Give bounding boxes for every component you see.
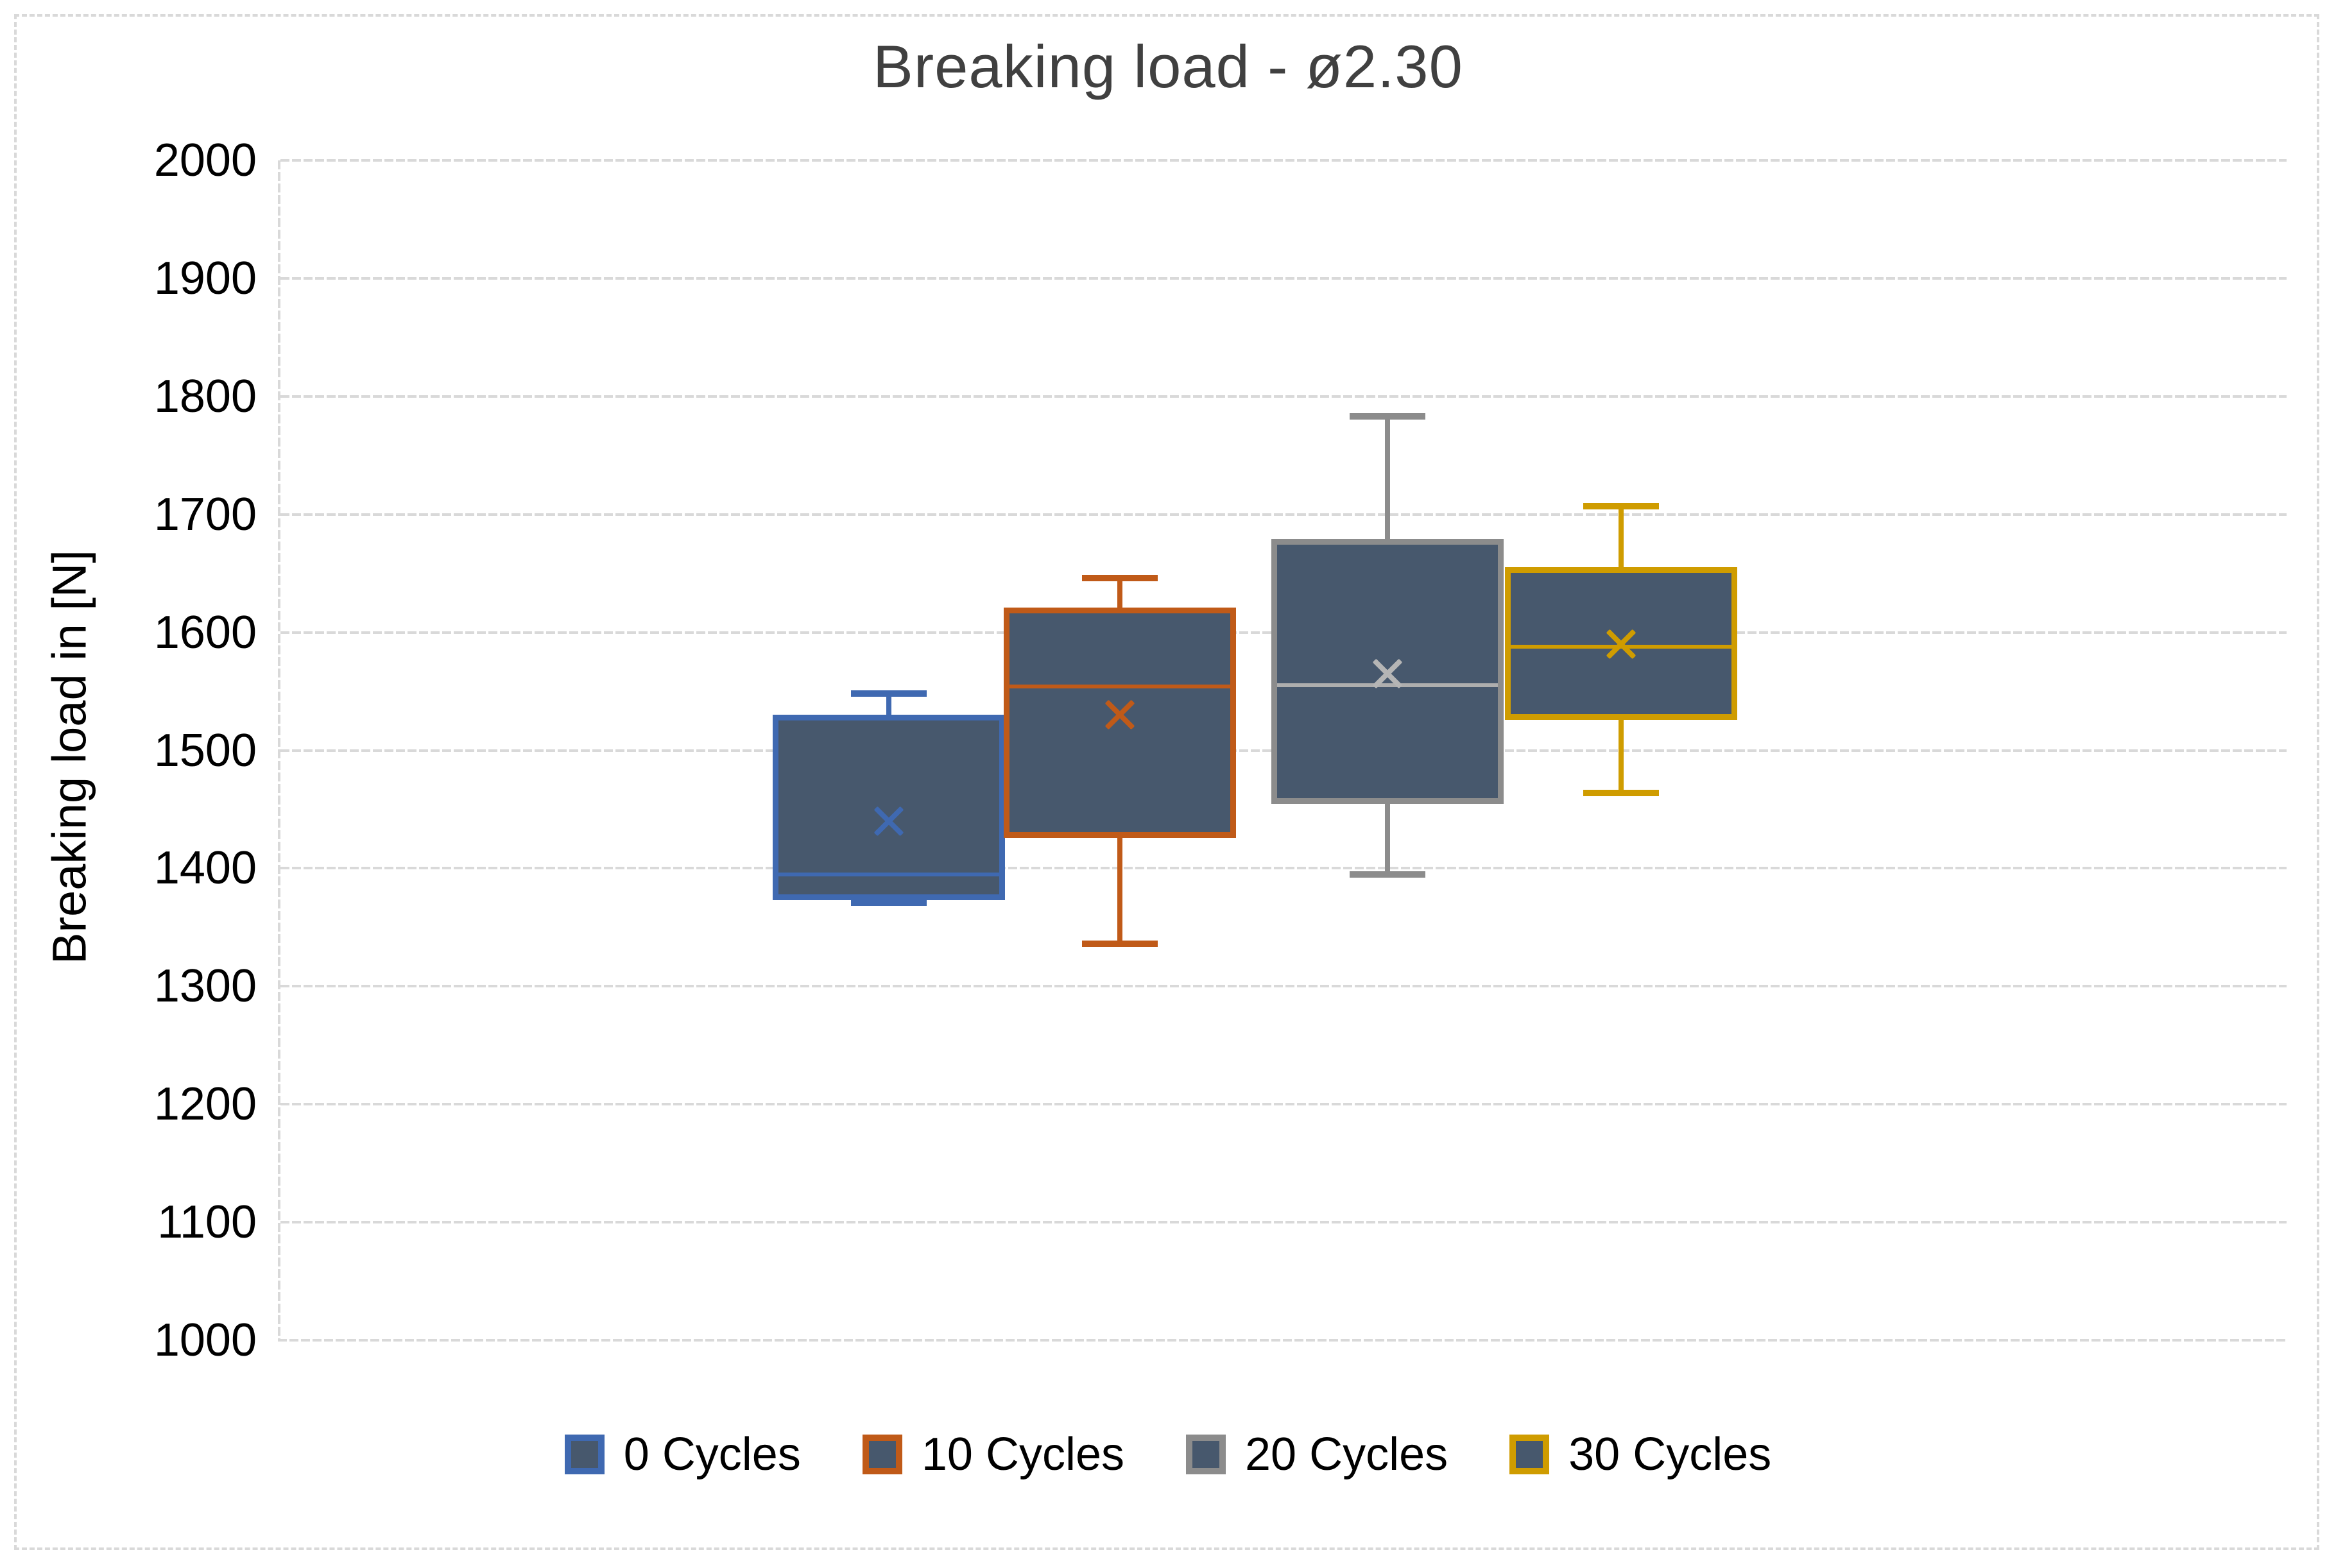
y-tick-label-1500: 1500: [153, 724, 257, 776]
y-tick-label-1200: 1200: [153, 1078, 257, 1130]
whisker-cap-min-10-cycles: [1082, 941, 1158, 948]
legend-item-30-cycles: 30 Cycles: [1509, 1428, 1771, 1481]
mean-marker-30-cycles: [1602, 626, 1640, 663]
gridline-1800: [280, 395, 2287, 398]
mean-marker-20-cycles: [1369, 655, 1406, 692]
whisker-lower-20-cycles: [1385, 801, 1390, 874]
median-20-cycles: [1277, 683, 1498, 688]
whisker-cap-max-20-cycles: [1350, 413, 1425, 420]
whisker-cap-max-30-cycles: [1583, 502, 1659, 509]
legend-swatch-10-cycles: [862, 1435, 902, 1474]
gridline-1100: [280, 1221, 2287, 1224]
y-tick-label-1000: 1000: [153, 1315, 257, 1366]
legend-item-20-cycles: 20 Cycles: [1185, 1428, 1448, 1481]
gridline-1200: [280, 1103, 2287, 1106]
box-0-cycles: [773, 715, 1005, 901]
whisker-cap-max-0-cycles: [851, 690, 927, 697]
legend-item-10-cycles: 10 Cycles: [862, 1428, 1124, 1481]
y-axis-line: [278, 160, 280, 1340]
whisker-upper-0-cycles: [886, 694, 891, 717]
whisker-upper-30-cycles: [1619, 506, 1624, 570]
gridline-2000: [280, 159, 2287, 162]
y-tick-label-2000: 2000: [153, 135, 257, 186]
legend-label-0-cycles: 0 Cycles: [623, 1429, 801, 1480]
chart-title: Breaking load - ø2.30: [873, 33, 1463, 100]
legend-item-0-cycles: 0 Cycles: [564, 1428, 801, 1481]
y-tick-label-1100: 1100: [157, 1197, 257, 1248]
whisker-lower-30-cycles: [1619, 717, 1624, 793]
mean-marker-10-cycles: [1101, 696, 1138, 733]
whisker-cap-min-30-cycles: [1583, 789, 1659, 796]
y-tick-label-1700: 1700: [153, 488, 257, 540]
box-10-cycles: [1004, 607, 1236, 838]
gridline-1900: [280, 277, 2287, 280]
y-tick-label-1300: 1300: [153, 960, 257, 1012]
x-axis-line: [278, 1339, 2287, 1342]
legend-swatch-20-cycles: [1185, 1435, 1226, 1474]
whisker-upper-20-cycles: [1385, 416, 1390, 541]
legend: 0 Cycles 10 Cycles 20 Cycles 30 Cycles: [0, 1419, 2336, 1490]
y-tick-label-1800: 1800: [153, 370, 257, 422]
whisker-cap-min-20-cycles: [1350, 871, 1425, 878]
whisker-upper-10-cycles: [1117, 578, 1122, 610]
median-0-cycles: [778, 872, 999, 876]
y-tick-label-1600: 1600: [153, 606, 257, 658]
whisker-cap-max-10-cycles: [1082, 575, 1158, 581]
legend-label-30-cycles: 30 Cycles: [1568, 1429, 1772, 1480]
gridline-1400: [280, 867, 2287, 870]
y-tick-label-1400: 1400: [153, 842, 257, 894]
median-10-cycles: [1009, 685, 1230, 689]
whisker-lower-10-cycles: [1117, 835, 1122, 944]
mean-marker-0-cycles: [870, 803, 907, 840]
legend-swatch-30-cycles: [1509, 1435, 1550, 1474]
legend-label-20-cycles: 20 Cycles: [1244, 1429, 1448, 1480]
legend-swatch-0-cycles: [564, 1435, 605, 1474]
whisker-cap-min-0-cycles: [851, 899, 927, 906]
y-tick-label-1900: 1900: [153, 252, 257, 304]
gridline-1300: [280, 985, 2287, 988]
legend-label-10-cycles: 10 Cycles: [921, 1429, 1124, 1480]
gridline-1700: [280, 513, 2287, 516]
